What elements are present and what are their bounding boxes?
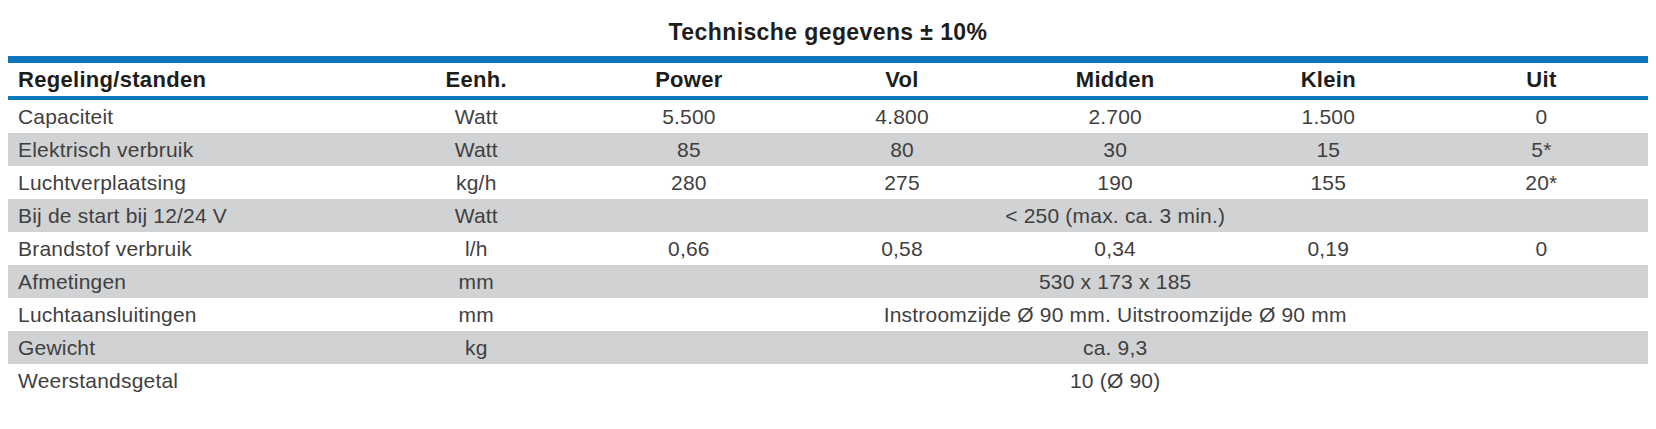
row-label: Capaciteit [8,98,370,133]
row-label: Weerstandsgetal [8,364,370,397]
value-midden: 0,34 [1009,232,1222,265]
value-span: 530 x 173 x 185 [582,265,1648,298]
table-row-luchtverplaatsing: Luchtverplaatsing kg/h 280 275 190 155 2… [8,166,1648,199]
value-klein: 15 [1222,133,1435,166]
value-vol: 0,58 [795,232,1008,265]
table-title: Technische gegevens ± 10% [0,0,1656,56]
table-row-gewicht: Gewicht kg ca. 9,3 [8,331,1648,364]
col-header-eenh: Eenh. [370,63,582,98]
row-unit: kg [370,331,582,364]
row-label: Gewicht [8,331,370,364]
col-header-regeling: Regeling/standen [8,63,370,98]
value-uit: 0 [1435,98,1648,133]
value-power: 0,66 [582,232,795,265]
value-uit: 20* [1435,166,1648,199]
value-klein: 155 [1222,166,1435,199]
table-row-weerstandsgetal: Weerstandsgetal 10 (Ø 90) [8,364,1648,397]
row-label: Luchtaansluitingen [8,298,370,331]
col-header-klein: Klein [1222,63,1435,98]
value-span: 10 (Ø 90) [582,364,1648,397]
row-unit: Watt [370,98,582,133]
value-power: 280 [582,166,795,199]
value-uit: 5* [1435,133,1648,166]
row-unit [370,364,582,397]
table-row-afmetingen: Afmetingen mm 530 x 173 x 185 [8,265,1648,298]
row-label: Elektrisch verbruik [8,133,370,166]
row-label: Brandstof verbruik [8,232,370,265]
col-header-power: Power [582,63,795,98]
technical-data-sheet: Technische gegevens ± 10% Regeling/stand… [0,0,1656,429]
title-divider-rule [8,56,1648,63]
col-header-vol: Vol [795,63,1008,98]
value-span: Instroomzijde Ø 90 mm. Uitstroomzijde Ø … [582,298,1648,331]
value-span: < 250 (max. ca. 3 min.) [582,199,1648,232]
row-label: Bij de start bij 12/24 V [8,199,370,232]
row-unit: mm [370,298,582,331]
table-header: Regeling/standen Eenh. Power Vol Midden … [8,63,1648,98]
row-label: Afmetingen [8,265,370,298]
value-uit: 0 [1435,232,1648,265]
row-label: Luchtverplaatsing [8,166,370,199]
value-midden: 2.700 [1009,98,1222,133]
header-row: Regeling/standen Eenh. Power Vol Midden … [8,63,1648,98]
value-vol: 275 [795,166,1008,199]
table-row-elektrisch-verbruik: Elektrisch verbruik Watt 85 80 30 15 5* [8,133,1648,166]
value-vol: 80 [795,133,1008,166]
value-klein: 1.500 [1222,98,1435,133]
value-span: ca. 9,3 [582,331,1648,364]
table-row-brandstof-verbruik: Brandstof verbruik l/h 0,66 0,58 0,34 0,… [8,232,1648,265]
col-header-midden: Midden [1009,63,1222,98]
row-unit: l/h [370,232,582,265]
table-row-luchtaansluitingen: Luchtaansluitingen mm Instroomzijde Ø 90… [8,298,1648,331]
row-unit: Watt [370,133,582,166]
row-unit: mm [370,265,582,298]
table-row-capaciteit: Capaciteit Watt 5.500 4.800 2.700 1.500 … [8,98,1648,133]
value-midden: 30 [1009,133,1222,166]
technical-data-table: Regeling/standen Eenh. Power Vol Midden … [8,63,1648,397]
col-header-uit: Uit [1435,63,1648,98]
row-unit: Watt [370,199,582,232]
table-row-start-12-24v: Bij de start bij 12/24 V Watt < 250 (max… [8,199,1648,232]
row-unit: kg/h [370,166,582,199]
value-midden: 190 [1009,166,1222,199]
table-body: Capaciteit Watt 5.500 4.800 2.700 1.500 … [8,98,1648,397]
value-power: 5.500 [582,98,795,133]
value-power: 85 [582,133,795,166]
value-klein: 0,19 [1222,232,1435,265]
value-vol: 4.800 [795,98,1008,133]
